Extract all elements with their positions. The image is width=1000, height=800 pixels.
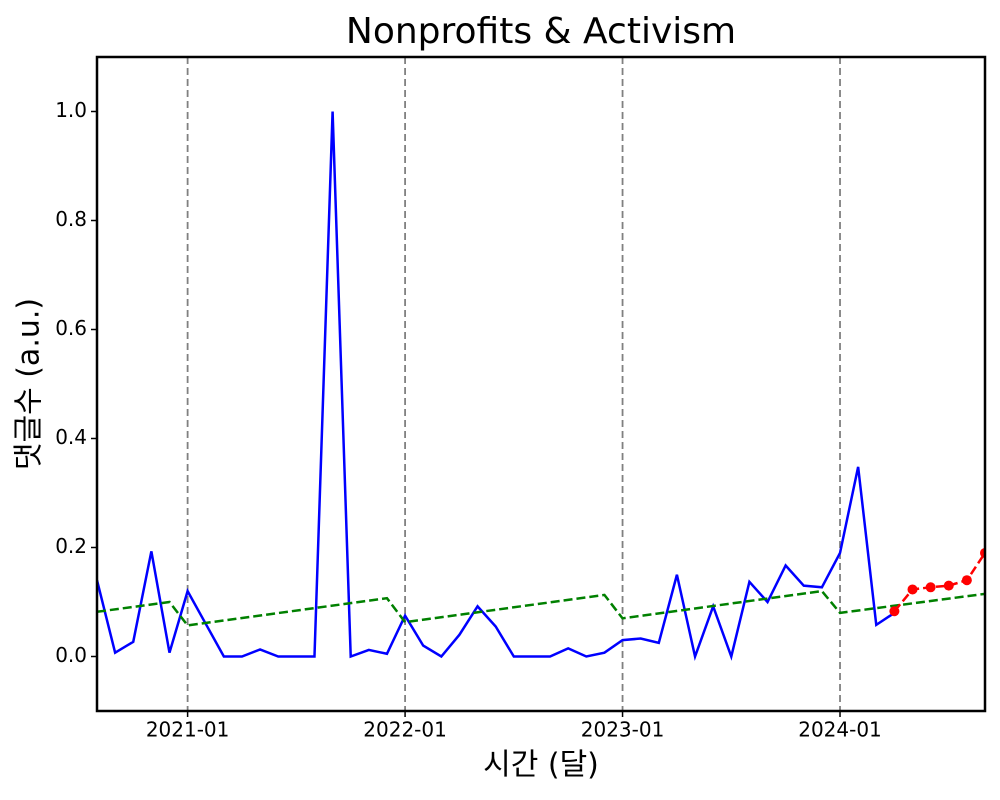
y-tick-label: 0.4: [55, 425, 87, 449]
point: [889, 606, 900, 617]
series-line: [97, 589, 985, 627]
point: [961, 575, 972, 586]
point: [907, 584, 918, 595]
x-tick-label: 2023-01: [581, 718, 665, 742]
y-tick-label: 0.2: [55, 534, 87, 558]
plot-frame: [95, 55, 987, 713]
chart-title: Nonprofits & Activism: [346, 11, 736, 52]
point: [943, 580, 954, 591]
y-tick-label: 1.0: [55, 98, 87, 122]
series-line: [97, 111, 896, 661]
y-tick-label: 0.0: [55, 643, 87, 667]
y-tick-label: 0.6: [55, 316, 87, 340]
plot-area: [97, 57, 985, 711]
x-tick-label: 2022-01: [363, 718, 447, 742]
x-tick-label: 2021-01: [146, 718, 230, 742]
x-axis-label: 시간 (달): [483, 748, 599, 783]
y-tick-label: 0.8: [55, 207, 87, 231]
y-axis-label: 댓글수 (a.u.): [12, 298, 47, 470]
point: [925, 582, 936, 593]
series-line: [893, 552, 985, 613]
x-tick-label: 2024-01: [798, 718, 882, 742]
